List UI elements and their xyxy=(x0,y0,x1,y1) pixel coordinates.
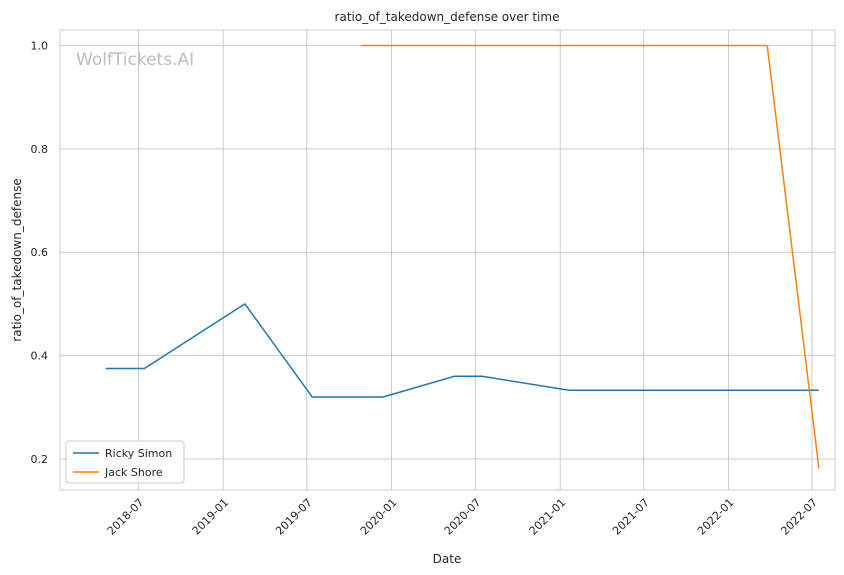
y-tick-label: 0.4 xyxy=(31,350,49,363)
x-tick-labels: 2018-07 2019-01 2019-07 2020-01 2020-07 2021-… xyxy=(105,496,820,538)
y-tick-labels: 0.2 0.4 0.6 0.8 1.0 xyxy=(31,40,49,466)
y-tick-label: 0.2 xyxy=(31,453,49,466)
legend: Ricky Simon Jack Shore xyxy=(65,440,185,484)
x-tick-label: 2021-07 xyxy=(610,496,652,538)
y-tick-label: 0.6 xyxy=(31,246,49,259)
plot-frame xyxy=(59,29,836,491)
x-tick-label: 2019-01 xyxy=(190,496,232,538)
watermark: WolfTickets.AI xyxy=(76,50,194,70)
x-axis-label: Date xyxy=(433,552,462,566)
series-line-ricky-simon xyxy=(105,303,819,398)
legend-label-jack-shore: Jack Shore xyxy=(104,466,163,479)
legend-label-ricky-simon: Ricky Simon xyxy=(105,447,172,460)
y-axis-label: ratio_of_takedown_defense xyxy=(10,178,24,341)
chart-title: ratio_of_takedown_defense over time xyxy=(335,10,560,24)
grid xyxy=(60,30,835,490)
series-line-jack-shore xyxy=(360,44,820,469)
series-lines xyxy=(105,44,820,469)
x-tick-label: 2019-07 xyxy=(273,496,315,538)
y-tick-label: 1.0 xyxy=(31,40,49,53)
x-tick-label: 2022-01 xyxy=(695,496,737,538)
y-tick-label: 0.8 xyxy=(31,143,49,156)
x-tick-label: 2020-01 xyxy=(358,496,400,538)
x-tick-label: 2018-07 xyxy=(105,496,147,538)
x-tick-label: 2020-07 xyxy=(442,496,484,538)
x-tick-label: 2022-07 xyxy=(778,496,820,538)
x-tick-label: 2021-01 xyxy=(527,496,569,538)
